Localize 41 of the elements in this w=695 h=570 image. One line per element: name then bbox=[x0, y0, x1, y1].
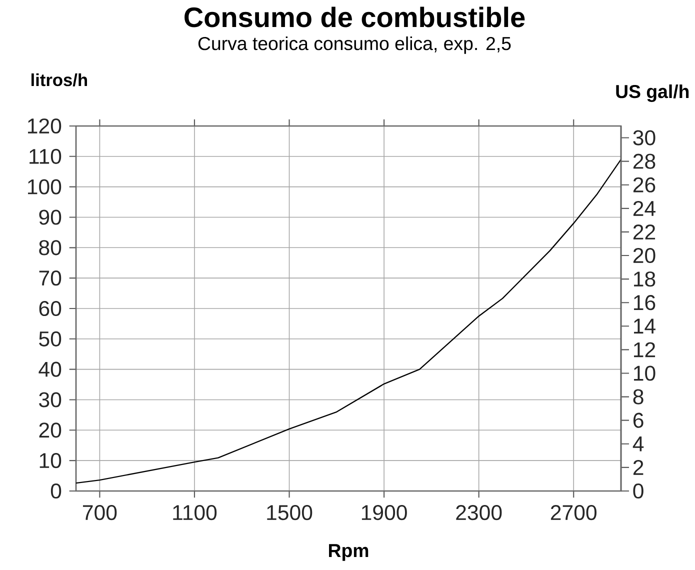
y-tick-label: 120 bbox=[28, 118, 62, 134]
y2-tick-label: 14 bbox=[634, 318, 656, 334]
y2-tick-label: 0 bbox=[633, 483, 644, 499]
y2-tick-label: 26 bbox=[633, 177, 656, 192]
y-tick-label: 110 bbox=[30, 148, 62, 164]
y2-tick-label: 8 bbox=[633, 389, 644, 404]
y-tick-label: 40 bbox=[38, 362, 62, 377]
y2-tick-label: 18 bbox=[634, 272, 656, 287]
y2-tick-label: 16 bbox=[634, 295, 656, 310]
chart-subtitle: Curva teorica consumo elica, exp. 2,5 bbox=[198, 36, 511, 54]
y2-tick-label: 10 bbox=[634, 366, 656, 381]
y2-tick-label: 22 bbox=[633, 224, 656, 240]
y-tick-label: 80 bbox=[39, 240, 62, 256]
y-tick-label: 100 bbox=[28, 179, 62, 194]
y-tick-label: 50 bbox=[39, 331, 62, 346]
y-tick-label: 70 bbox=[39, 270, 62, 286]
x-tick-label: 2700 bbox=[550, 505, 596, 520]
x-tick-label: 2300 bbox=[456, 505, 502, 520]
y2-tick-label: 4 bbox=[632, 436, 644, 452]
y2-tick-label: 6 bbox=[633, 412, 644, 428]
line-series bbox=[75, 158, 622, 484]
y2-tick-label: 12 bbox=[634, 342, 656, 358]
y2-tick-label: 30 bbox=[633, 130, 656, 146]
y2-tick-label: 28 bbox=[633, 154, 656, 169]
x-tick-label: 1500 bbox=[267, 505, 312, 520]
y2-tick-label: 20 bbox=[633, 248, 656, 264]
y-tick-label: 0 bbox=[50, 483, 62, 499]
y-tick-label: 90 bbox=[39, 210, 62, 225]
y2-axis-title: US gal/h bbox=[616, 84, 689, 102]
x-tick-label: 700 bbox=[82, 505, 117, 520]
y-tick-label: 30 bbox=[39, 392, 62, 408]
y-tick-label: 20 bbox=[39, 422, 62, 438]
y-tick-label: 60 bbox=[39, 300, 62, 316]
x-tick-label: 1100 bbox=[173, 505, 217, 520]
x-axis-title: Rpm bbox=[329, 544, 368, 561]
y-axis-title: litros/h bbox=[31, 73, 87, 86]
y2-tick-label: 2 bbox=[633, 460, 644, 475]
chart-title: Consumo de combustible bbox=[184, 6, 525, 28]
x-tick-label: 1900 bbox=[362, 505, 407, 520]
y-tick-label: 10 bbox=[40, 453, 62, 468]
y2-tick-label: 24 bbox=[633, 200, 656, 216]
